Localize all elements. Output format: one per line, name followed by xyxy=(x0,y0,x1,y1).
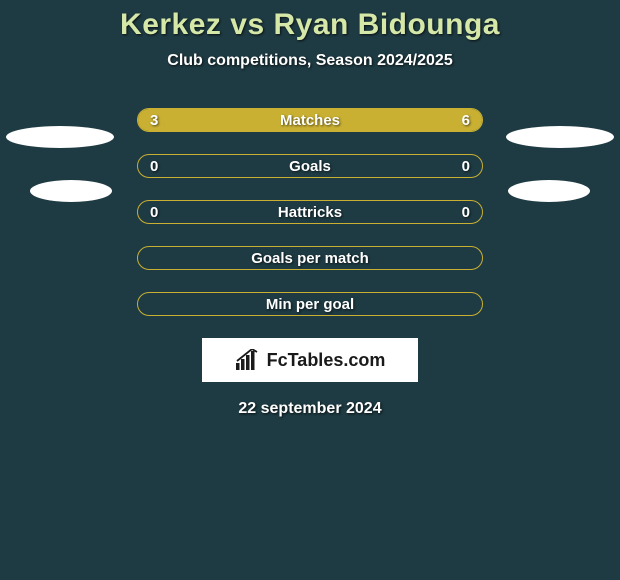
stat-row: Matches36 xyxy=(137,108,483,132)
avatar-placeholder xyxy=(506,126,614,148)
stat-bar: Matches36 xyxy=(137,108,483,132)
stat-label: Hattricks xyxy=(138,201,482,223)
stat-value-left: 0 xyxy=(150,201,158,223)
logo-text: FcTables.com xyxy=(267,350,386,371)
logo-badge[interactable]: FcTables.com xyxy=(202,338,418,382)
avatar-placeholder xyxy=(6,126,114,148)
subtitle: Club competitions, Season 2024/2025 xyxy=(0,52,620,70)
stat-row: Min per goal xyxy=(137,292,483,316)
stat-bar: Goals per match xyxy=(137,246,483,270)
stat-value-right: 0 xyxy=(462,155,470,177)
avatar-placeholder xyxy=(30,180,112,202)
stat-bar: Goals0 0 xyxy=(137,154,483,178)
date-label: 22 september 2024 xyxy=(0,400,620,418)
bar-fill-left xyxy=(138,109,253,131)
page-title: Kerkez vs Ryan Bidounga xyxy=(0,8,620,42)
stats-card: Kerkez vs Ryan Bidounga Club competition… xyxy=(0,0,620,418)
stat-row: Goals0 0 xyxy=(137,154,483,178)
stat-value-right: 0 xyxy=(462,201,470,223)
bar-fill-right xyxy=(253,109,482,131)
stat-label: Goals per match xyxy=(138,247,482,269)
stat-bar: Hattricks0 0 xyxy=(137,200,483,224)
stat-label: Goals xyxy=(138,155,482,177)
stat-bar: Min per goal xyxy=(137,292,483,316)
avatar-placeholder xyxy=(508,180,590,202)
stat-rows: Matches36Goals00Hattricks00Goals per mat… xyxy=(137,108,483,316)
chart-icon xyxy=(235,349,261,371)
stat-row: Goals per match xyxy=(137,246,483,270)
stat-value-left: 0 xyxy=(150,155,158,177)
stat-label: Min per goal xyxy=(138,293,482,315)
stat-row: Hattricks0 0 xyxy=(137,200,483,224)
